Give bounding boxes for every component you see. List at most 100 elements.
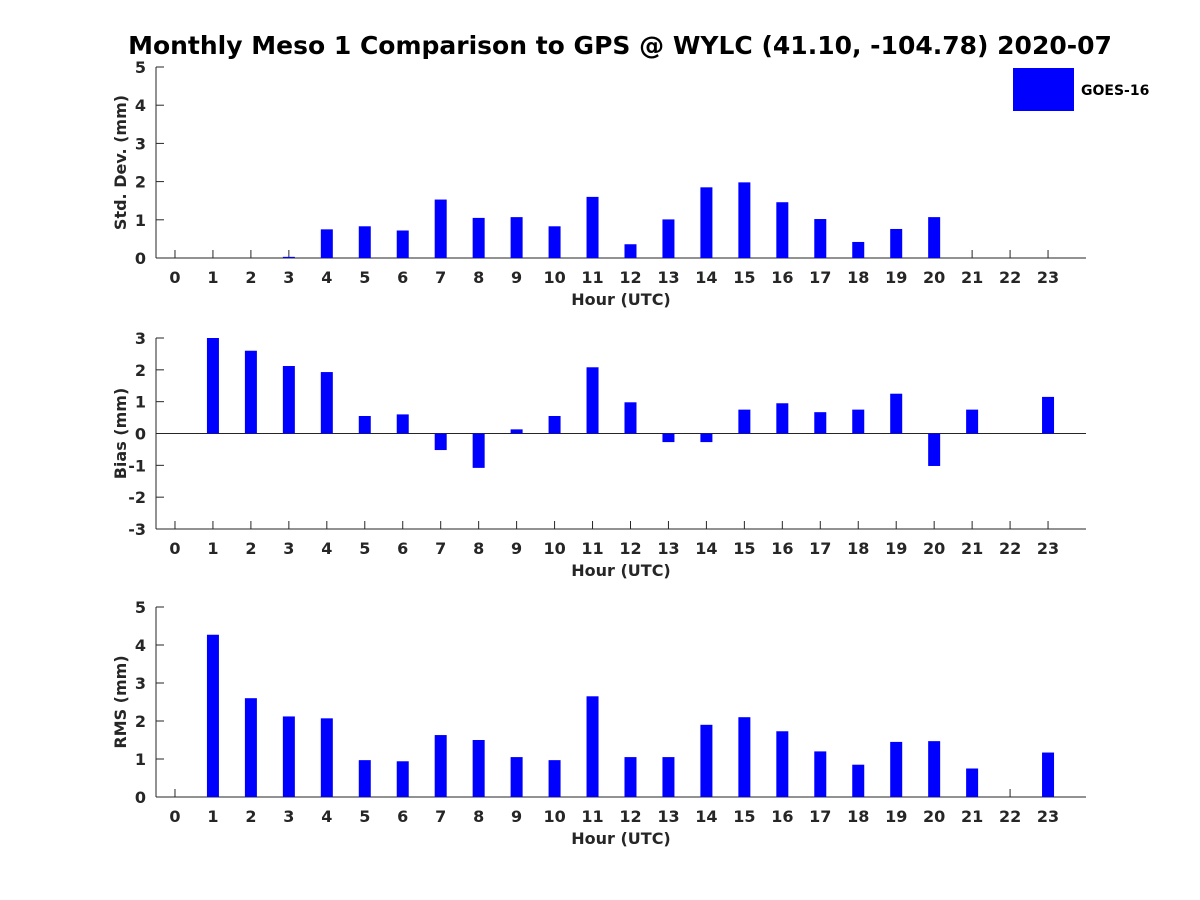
bar-hour-3 (282, 366, 295, 434)
bar-hour-8 (472, 217, 485, 258)
bar-hour-8 (472, 740, 485, 797)
y-tick-label: -3 (128, 520, 146, 539)
bar-hour-9 (510, 429, 523, 434)
x-tick-label: 4 (321, 807, 332, 826)
bar-hour-14 (700, 433, 713, 443)
bar-hour-6 (396, 230, 409, 258)
bar-hour-23 (1042, 396, 1055, 434)
y-axis-label: Bias (mm) (111, 388, 130, 480)
x-tick-label: 17 (809, 807, 831, 826)
bar-hour-17 (814, 412, 827, 434)
legend: GOES-16 (1013, 68, 1149, 111)
x-tick-label: 21 (961, 268, 983, 287)
x-tick-label: 22 (999, 268, 1021, 287)
x-tick-label: 20 (923, 807, 945, 826)
y-tick-label: 3 (135, 674, 146, 693)
bar-hour-13 (662, 757, 675, 797)
x-tick-label: 11 (581, 268, 603, 287)
bar-hour-4 (320, 372, 333, 434)
x-tick-label: 2 (245, 807, 256, 826)
x-tick-label: 9 (511, 539, 522, 558)
bar-hour-9 (510, 757, 523, 797)
bar-hour-10 (548, 760, 561, 797)
x-tick-label: 12 (619, 539, 641, 558)
bar-hour-11 (586, 696, 599, 797)
y-tick-label: 5 (135, 58, 146, 77)
x-tick-label: 23 (1037, 539, 1059, 558)
x-axis-label: Hour (UTC) (571, 829, 671, 848)
x-axis-label: Hour (UTC) (571, 290, 671, 309)
x-tick-label: 14 (695, 268, 717, 287)
x-tick-label: 6 (397, 539, 408, 558)
x-tick-label: 2 (245, 539, 256, 558)
x-tick-label: 6 (397, 268, 408, 287)
bar-hour-2 (244, 698, 257, 797)
x-tick-label: 20 (923, 268, 945, 287)
y-tick-label: 0 (135, 788, 146, 807)
x-tick-label: 3 (283, 807, 294, 826)
x-tick-label: 5 (359, 807, 370, 826)
bar-hour-21 (966, 768, 979, 797)
legend-label: GOES-16 (1081, 83, 1149, 99)
bar-hour-11 (586, 367, 599, 434)
bar-hour-18 (852, 241, 865, 258)
bar-hour-7 (434, 433, 447, 451)
bar-hour-17 (814, 751, 827, 797)
legend-swatch (1013, 68, 1074, 111)
bar-hour-5 (358, 226, 371, 258)
x-tick-label: 12 (619, 268, 641, 287)
x-tick-label: 13 (657, 539, 679, 558)
x-tick-label: 20 (923, 539, 945, 558)
bar-hour-17 (814, 219, 827, 258)
x-tick-label: 3 (283, 268, 294, 287)
bar-hour-9 (510, 217, 523, 258)
x-tick-label: 3 (283, 539, 294, 558)
x-tick-label: 0 (169, 268, 180, 287)
x-tick-label: 4 (321, 268, 332, 287)
x-tick-label: 6 (397, 807, 408, 826)
x-tick-label: 15 (733, 268, 755, 287)
bar-hour-5 (358, 760, 371, 797)
y-tick-label: 1 (135, 393, 146, 412)
bar-hour-10 (548, 226, 561, 258)
x-tick-label: 10 (543, 539, 565, 558)
y-tick-label: 2 (135, 361, 146, 380)
x-tick-label: 23 (1037, 268, 1059, 287)
x-tick-label: 19 (885, 807, 907, 826)
bar-hour-21 (966, 409, 979, 434)
bar-hour-18 (852, 409, 865, 434)
x-tick-label: 2 (245, 268, 256, 287)
x-tick-label: 12 (619, 807, 641, 826)
bar-hour-19 (890, 741, 903, 797)
x-tick-label: 15 (733, 539, 755, 558)
y-axis-label: RMS (mm) (111, 655, 130, 748)
x-tick-label: 21 (961, 807, 983, 826)
x-tick-label: 9 (511, 268, 522, 287)
bar-hour-13 (662, 433, 675, 443)
bar-hour-14 (700, 724, 713, 797)
x-tick-label: 22 (999, 807, 1021, 826)
y-tick-label: 4 (135, 96, 146, 115)
bar-hour-8 (472, 433, 485, 468)
y-tick-label: 5 (135, 598, 146, 617)
y-axis-label: Std. Dev. (mm) (111, 95, 130, 230)
chart-title: Monthly Meso 1 Comparison to GPS @ WYLC … (128, 31, 1112, 60)
bar-hour-12 (624, 402, 637, 434)
x-tick-label: 7 (435, 539, 446, 558)
bar-hour-11 (586, 196, 599, 258)
bar-hour-16 (776, 731, 789, 797)
bar-hour-15 (738, 409, 751, 434)
bar-hour-13 (662, 219, 675, 258)
bar-hour-15 (738, 717, 751, 797)
x-tick-label: 0 (169, 539, 180, 558)
x-tick-label: 1 (207, 807, 218, 826)
bar-hour-20 (928, 433, 941, 466)
bar-hour-3 (282, 716, 295, 797)
bar-hour-5 (358, 415, 371, 434)
bar-hour-19 (890, 228, 903, 258)
bar-hour-4 (320, 718, 333, 797)
y-tick-label: -2 (128, 488, 146, 507)
